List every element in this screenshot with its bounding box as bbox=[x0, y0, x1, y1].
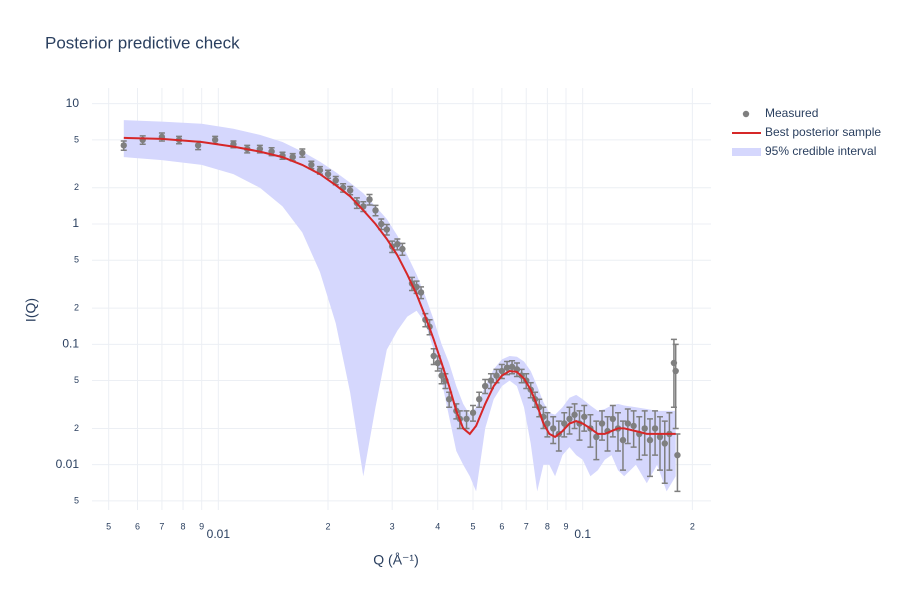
x-axis-label: Q (Å⁻¹) bbox=[373, 552, 419, 568]
data-point bbox=[487, 377, 495, 384]
x-tick-label: 2 bbox=[326, 521, 331, 531]
error-bar bbox=[672, 343, 679, 430]
y-axis-label: I(Q) bbox=[23, 298, 39, 322]
data-point bbox=[566, 415, 573, 423]
data-point bbox=[378, 220, 385, 228]
x-tick-label: 8 bbox=[545, 521, 550, 531]
y-tick-label: 10 bbox=[66, 96, 80, 110]
data-point bbox=[646, 436, 654, 444]
data-point bbox=[656, 433, 664, 441]
error-bar bbox=[614, 412, 621, 452]
data-point bbox=[581, 413, 588, 420]
data-point bbox=[372, 207, 379, 214]
data-point bbox=[438, 372, 445, 379]
legend-label: Measured bbox=[765, 106, 818, 120]
error-bar bbox=[656, 416, 663, 471]
error-bar bbox=[661, 420, 668, 485]
data-point bbox=[672, 367, 679, 375]
data-point bbox=[194, 142, 202, 149]
x-tick-label: 7 bbox=[159, 521, 164, 531]
y-tick-label: 2 bbox=[74, 423, 79, 433]
data-point bbox=[445, 395, 453, 403]
data-point bbox=[463, 415, 470, 423]
data-point bbox=[544, 420, 551, 427]
data-point bbox=[498, 367, 506, 375]
x-tick-label: 6 bbox=[499, 521, 504, 531]
x-tick-label: 8 bbox=[181, 521, 186, 531]
data-point bbox=[670, 359, 678, 367]
data-point bbox=[476, 395, 483, 403]
data-point bbox=[383, 226, 391, 233]
data-point bbox=[651, 425, 659, 432]
error-bar bbox=[593, 420, 600, 461]
x-tick-label: 7 bbox=[524, 521, 529, 531]
legend-label: Best posterior sample bbox=[765, 125, 881, 139]
data-point bbox=[598, 420, 606, 427]
y-tick-label: 5 bbox=[74, 375, 79, 385]
data-point bbox=[394, 240, 401, 248]
legend-label: 95% credible interval bbox=[765, 144, 876, 158]
data-point bbox=[399, 245, 406, 253]
x-tick-label: 5 bbox=[106, 521, 111, 531]
fit-line bbox=[123, 136, 676, 439]
x-tick-label: 9 bbox=[564, 521, 569, 531]
legend: Measured Best posterior sample 95% credibl… bbox=[732, 106, 881, 158]
data-point bbox=[508, 363, 516, 371]
data-point bbox=[641, 425, 648, 432]
data-point bbox=[332, 177, 339, 184]
chart-title: Posterior predictive check bbox=[45, 33, 240, 52]
data-point bbox=[316, 167, 324, 174]
plot-area bbox=[120, 120, 681, 493]
y-tick-label: 0.01 bbox=[56, 457, 80, 471]
x-tick-label: 9 bbox=[199, 521, 204, 531]
data-point bbox=[661, 440, 668, 447]
data-point bbox=[619, 436, 627, 444]
data-point bbox=[289, 153, 296, 161]
data-point bbox=[346, 187, 354, 194]
data-point bbox=[630, 422, 637, 430]
y-tick-label: 5 bbox=[74, 134, 79, 144]
y-tick-label: 2 bbox=[74, 302, 79, 312]
data-point bbox=[120, 142, 127, 149]
x-tick-label: 5 bbox=[471, 521, 476, 531]
y-tick-label: 5 bbox=[74, 495, 79, 505]
data-point bbox=[366, 196, 373, 203]
x-tick-label: 0.1 bbox=[574, 527, 591, 541]
x-tick-label: 4 bbox=[435, 521, 440, 531]
data-point bbox=[211, 136, 219, 144]
x-tick-label: 6 bbox=[135, 521, 140, 531]
data-point bbox=[481, 382, 489, 390]
data-point bbox=[430, 352, 437, 360]
data-point bbox=[493, 372, 500, 379]
data-point bbox=[503, 364, 511, 371]
error-bar bbox=[646, 418, 653, 478]
y-tick-label: 5 bbox=[74, 255, 79, 265]
y-tick-label: 1 bbox=[72, 216, 79, 230]
legend-swatch bbox=[732, 148, 761, 156]
data-point bbox=[417, 289, 425, 296]
legend-marker bbox=[742, 110, 750, 118]
data-point bbox=[308, 161, 315, 169]
data-point bbox=[469, 409, 477, 416]
data-point bbox=[413, 283, 420, 291]
data-point bbox=[434, 359, 441, 367]
data-point bbox=[593, 433, 600, 441]
error-bar bbox=[666, 412, 673, 471]
data-point bbox=[561, 420, 568, 427]
x-tick-label: 3 bbox=[390, 521, 395, 531]
data-point bbox=[550, 425, 557, 432]
error-bar bbox=[636, 416, 643, 461]
y-tick-label: 2 bbox=[74, 182, 79, 192]
y-tick-label: 0.1 bbox=[62, 337, 79, 351]
data-point bbox=[324, 170, 332, 178]
data-point bbox=[609, 415, 617, 423]
x-tick-label: 0.01 bbox=[207, 527, 231, 541]
data-point bbox=[674, 451, 681, 459]
data-point bbox=[571, 411, 578, 418]
data-point bbox=[624, 420, 632, 427]
x-tick-label: 2 bbox=[690, 521, 695, 531]
data-point bbox=[299, 149, 306, 157]
